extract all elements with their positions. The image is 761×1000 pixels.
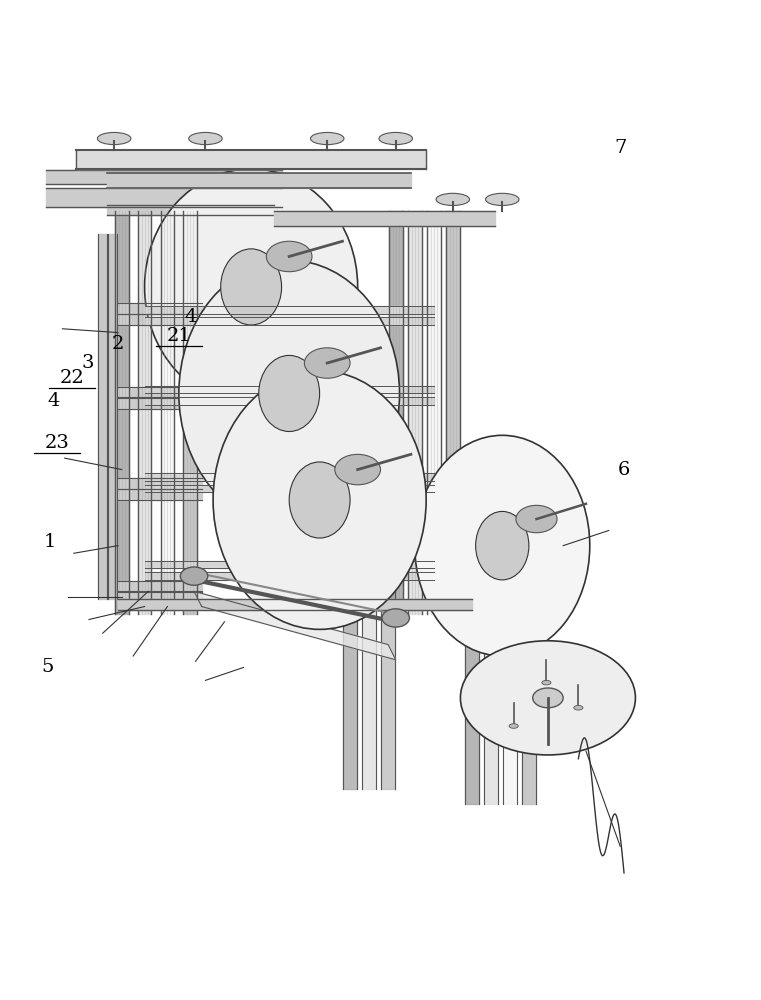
Ellipse shape <box>259 355 320 432</box>
Ellipse shape <box>476 511 529 580</box>
Polygon shape <box>194 591 396 660</box>
Ellipse shape <box>310 132 344 145</box>
Text: 1: 1 <box>43 533 56 551</box>
Text: 7: 7 <box>614 139 626 157</box>
Ellipse shape <box>436 193 470 205</box>
Text: 4: 4 <box>47 392 59 410</box>
Ellipse shape <box>379 132 412 145</box>
Text: 2: 2 <box>112 335 124 353</box>
Ellipse shape <box>533 688 563 708</box>
Ellipse shape <box>145 169 358 405</box>
Ellipse shape <box>221 249 282 325</box>
Ellipse shape <box>179 260 400 527</box>
Ellipse shape <box>486 193 519 205</box>
Ellipse shape <box>542 680 551 685</box>
Ellipse shape <box>180 567 208 585</box>
Text: 22: 22 <box>60 369 84 387</box>
Text: 6: 6 <box>618 461 630 479</box>
Ellipse shape <box>97 132 131 145</box>
Text: 3: 3 <box>81 354 94 372</box>
Ellipse shape <box>382 609 409 627</box>
Ellipse shape <box>266 241 312 272</box>
Ellipse shape <box>516 505 557 533</box>
Ellipse shape <box>415 435 590 656</box>
Text: 5: 5 <box>41 658 53 676</box>
Ellipse shape <box>189 132 222 145</box>
Ellipse shape <box>289 462 350 538</box>
Ellipse shape <box>304 348 350 378</box>
Ellipse shape <box>335 454 380 485</box>
Ellipse shape <box>509 724 518 728</box>
Ellipse shape <box>574 705 583 710</box>
Ellipse shape <box>460 641 635 755</box>
Ellipse shape <box>213 371 426 629</box>
Text: 23: 23 <box>45 434 69 452</box>
Text: 4: 4 <box>184 308 196 326</box>
Text: 21: 21 <box>167 327 191 345</box>
